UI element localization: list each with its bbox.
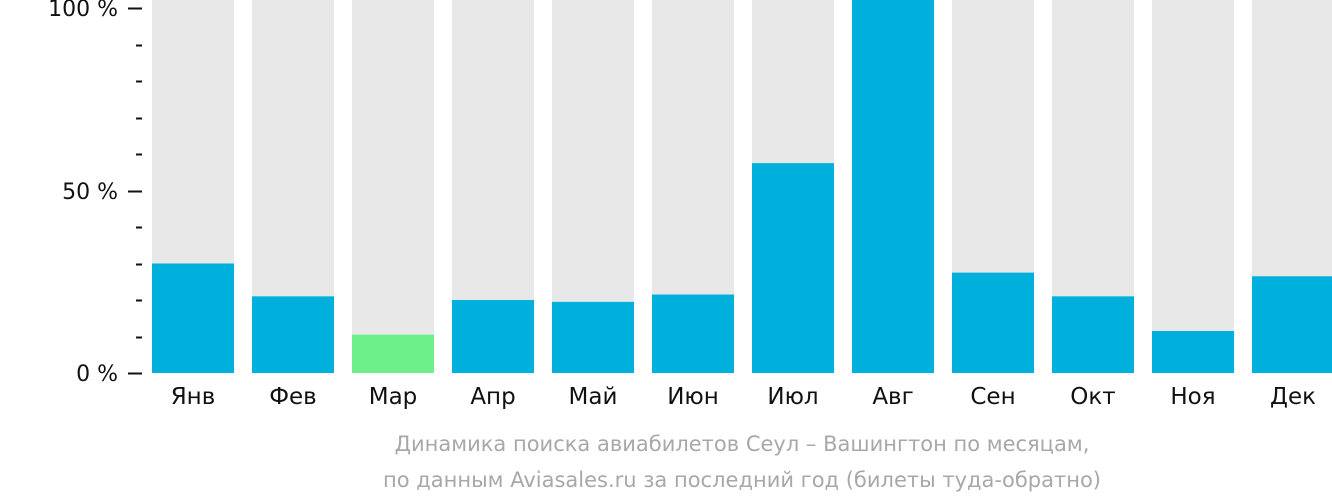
bar-9	[952, 272, 1034, 373]
x-tick-label: Мар	[369, 384, 418, 410]
x-tick-label: Май	[569, 384, 618, 410]
bars-group	[152, 0, 1332, 373]
chart-caption-line-2: по данным Aviasales.ru за последний год …	[383, 468, 1101, 492]
bar-7	[752, 163, 834, 373]
bar-2	[252, 296, 334, 373]
bar-1	[152, 263, 234, 373]
bar-3	[352, 334, 434, 373]
bar-6	[652, 294, 734, 373]
y-tick-label: 50 %	[62, 180, 118, 205]
x-tick-label: Авг	[872, 384, 913, 410]
bar-background	[352, 0, 434, 373]
bar-8	[852, 0, 934, 373]
bar-background	[1152, 0, 1234, 373]
bar-10	[1052, 296, 1134, 373]
x-tick-label: Окт	[1070, 384, 1115, 410]
bar-11	[1152, 331, 1234, 373]
x-tick-label: Июл	[767, 384, 818, 410]
chart-caption-line-1: Динамика поиска авиабилетов Сеул – Вашин…	[394, 432, 1090, 456]
x-tick-label: Фев	[269, 384, 317, 410]
y-tick-label: 0 %	[76, 362, 118, 387]
y-tick-label: 100 %	[48, 0, 118, 22]
x-tick-label: Апр	[470, 384, 515, 410]
x-tick-label: Дек	[1270, 384, 1316, 410]
x-tick-label: Ноя	[1170, 384, 1215, 410]
x-tick-label: Июн	[667, 384, 719, 410]
bar-chart: 0 % 50 % 100 % Янв Фев Мар Апр Май Июн Июл Авг Сен…	[48, 0, 1332, 410]
bar-5	[552, 301, 634, 373]
x-axis-labels: Янв Фев Мар Апр Май Июн Июл Авг Сен Окт Ноя Дек	[171, 384, 1316, 410]
x-tick-label: Сен	[970, 384, 1015, 410]
x-tick-label: Янв	[171, 384, 216, 410]
bar-12	[1252, 276, 1332, 373]
y-axis: 0 % 50 % 100 %	[48, 0, 142, 387]
bar-4	[452, 300, 534, 373]
